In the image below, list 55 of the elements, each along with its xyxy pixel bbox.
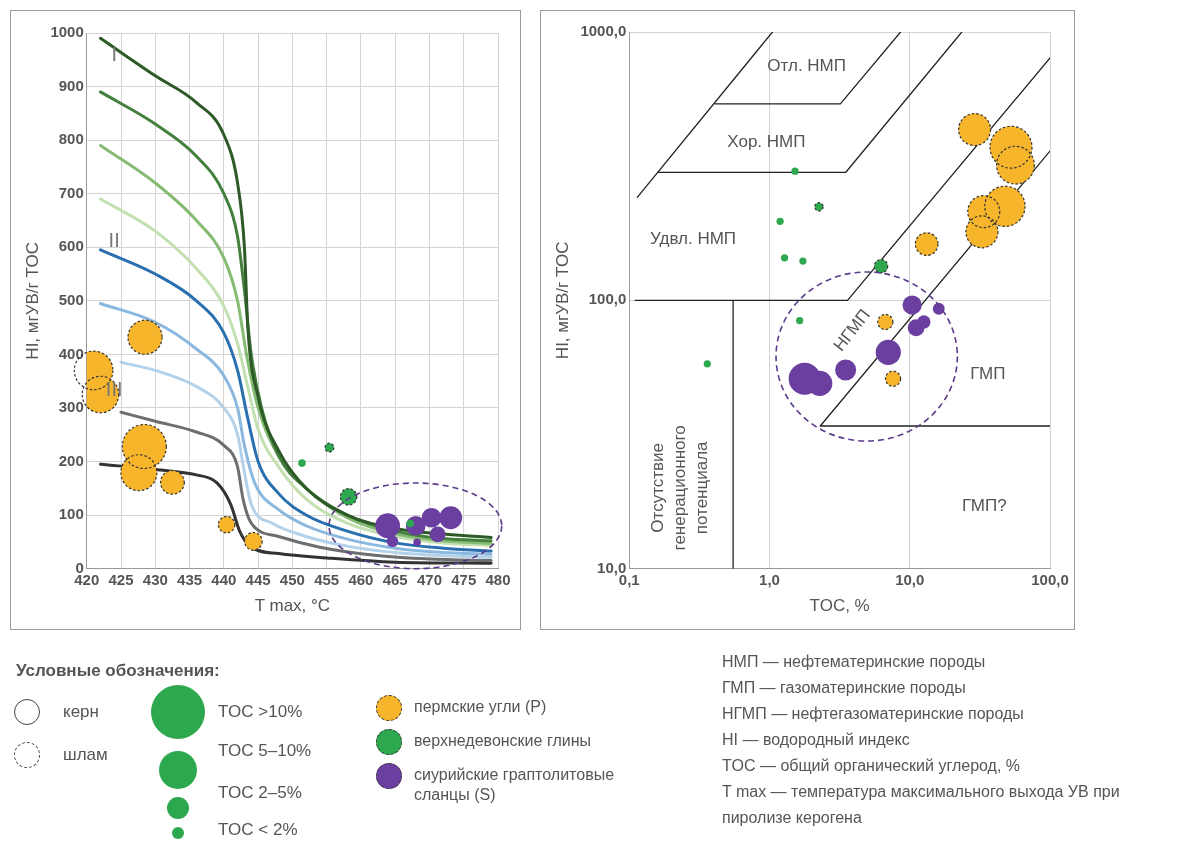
- x-tick-label: 465: [382, 570, 408, 588]
- x-tick-label: 1,0: [759, 570, 780, 588]
- annotation: Отл. НМП: [767, 55, 846, 75]
- x-tick-label: 440: [211, 570, 237, 588]
- x-tick-label: 10,0: [895, 570, 925, 588]
- y-axis-title: HI, мгУВ/г TOC: [22, 241, 42, 360]
- text: TOC 5–10%: [218, 740, 312, 762]
- y-tick-label: 200: [58, 451, 84, 469]
- y-tick-label: 100,0: [588, 290, 627, 308]
- legend-label: пермские угли (P): [414, 697, 548, 717]
- text: TOC >10%: [218, 701, 303, 723]
- annotation: ГМП: [970, 363, 1006, 383]
- y-tick-label: 300: [58, 398, 84, 416]
- text: HI — водородный индекс: [722, 730, 911, 750]
- y-tick-label: 700: [58, 183, 84, 201]
- text: Условные обозначения:: [16, 661, 220, 681]
- x-tick-label: 460: [348, 570, 374, 588]
- x-tick-label: 445: [245, 570, 271, 588]
- x-tick-label: 455: [314, 570, 340, 588]
- y-tick-label: 100: [58, 505, 84, 523]
- x-tick-label: 100,0: [1031, 570, 1069, 588]
- text: TOC — общий органический углерод, %: [722, 756, 1022, 776]
- y-tick-label: 600: [58, 237, 84, 255]
- x-axis-title: T max, °C: [254, 596, 331, 616]
- annotation: Хор. НМП: [727, 132, 806, 151]
- annotation: II: [108, 228, 120, 251]
- y-tick-label: 900: [58, 76, 84, 94]
- text: шлам: [63, 744, 108, 766]
- text: TOC < 2%: [218, 819, 298, 841]
- text: ГМП — газоматеринские породы: [722, 678, 967, 698]
- annotation: ГМП?: [961, 496, 1007, 516]
- y-axis-title: HI, мгУВ/г TOC: [552, 241, 572, 360]
- y-tick-label: 500: [58, 290, 84, 308]
- x-tick-label: 475: [451, 570, 477, 588]
- y-tick-label: 800: [58, 130, 84, 148]
- annotation: Отсутствие генерационного потенциала: [647, 425, 711, 551]
- text: НГМП — нефтегазоматеринские породы: [722, 704, 1025, 724]
- text: T max — температура максимального выхода УВ при пиролизе керогена: [722, 782, 1121, 828]
- x-tick-label: 430: [142, 570, 168, 588]
- x-tick-label: 480: [485, 570, 511, 588]
- text: НМП — нефтематеринские породы: [722, 652, 987, 672]
- text: TOC 2–5%: [218, 782, 302, 804]
- x-tick-label: 435: [177, 570, 203, 588]
- annotation: I: [111, 43, 117, 66]
- legend-label: сиурийские граптолитовые сланцы (S): [414, 765, 616, 805]
- x-axis-title: TOC, %: [809, 596, 870, 616]
- annotation: Удвл. НМП: [650, 228, 737, 248]
- y-tick-label: 1000: [50, 23, 84, 41]
- x-tick-label: 470: [416, 570, 442, 588]
- x-tick-label: 450: [279, 570, 305, 588]
- x-tick-label: 425: [108, 570, 134, 588]
- text: керн: [63, 701, 99, 723]
- y-tick-label: 400: [58, 344, 84, 362]
- y-tick-label: 1000,0: [580, 22, 627, 40]
- legend-label: верхнедевонские глины: [414, 731, 592, 751]
